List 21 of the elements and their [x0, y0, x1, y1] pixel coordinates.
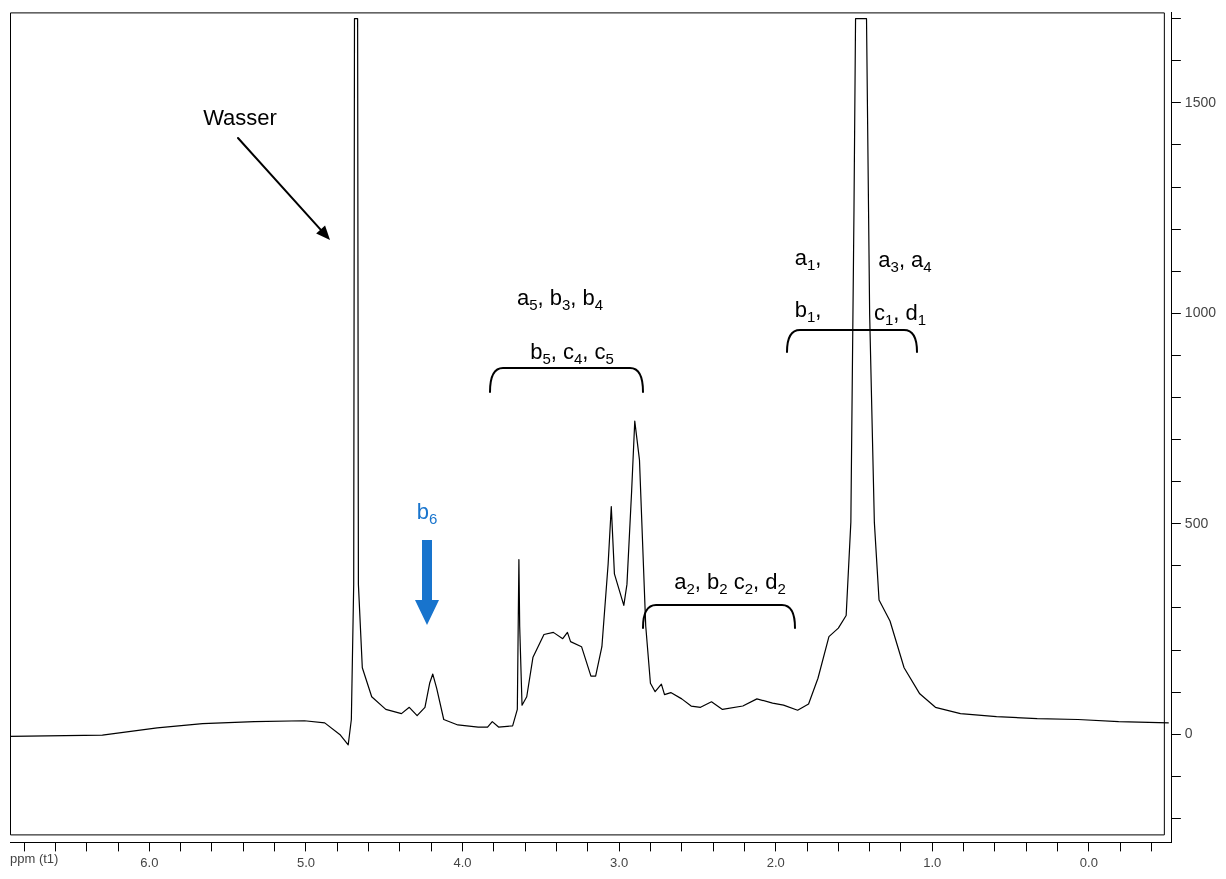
annotation: b$_{5}$, c$_{4}$, c$_{5}$ — [530, 339, 614, 367]
annotation: a$_{5}$, b$_{3}$, b$_{4}$ — [516, 285, 604, 313]
annotation: c$_{1}$, d$_{1}$ — [873, 300, 927, 328]
x-tick-label: 3.0 — [610, 854, 629, 870]
annotation: a$_{2}$, b$_{2}$ c$_{2}$, d$_{2}$ — [674, 569, 786, 597]
y-tick-label: 1000 — [1184, 304, 1217, 321]
x-tick-label: 0.0 — [1079, 854, 1098, 870]
x-tick-label: 6.0 — [140, 854, 159, 870]
x-tick-label: 1.0 — [923, 854, 942, 870]
x-tick-label: 4.0 — [453, 854, 472, 870]
y-tick-label: 0 — [1184, 725, 1193, 742]
annotation: a$_{1}$, — [794, 245, 822, 273]
annotation: a$_{3}$, a$_{4}$ — [878, 247, 932, 275]
annotation: b$_{1}$, — [794, 297, 822, 325]
x-tick-label: 5.0 — [296, 854, 315, 870]
y-tick-label: 1500 — [1184, 93, 1217, 110]
annotation: b$_{6}$ — [416, 499, 438, 527]
x-tick-label: 2.0 — [766, 854, 785, 870]
y-tick-label: 500 — [1184, 514, 1209, 531]
x-axis-title: ppm (t1) — [10, 851, 59, 866]
annotation: Wasser — [203, 105, 277, 130]
